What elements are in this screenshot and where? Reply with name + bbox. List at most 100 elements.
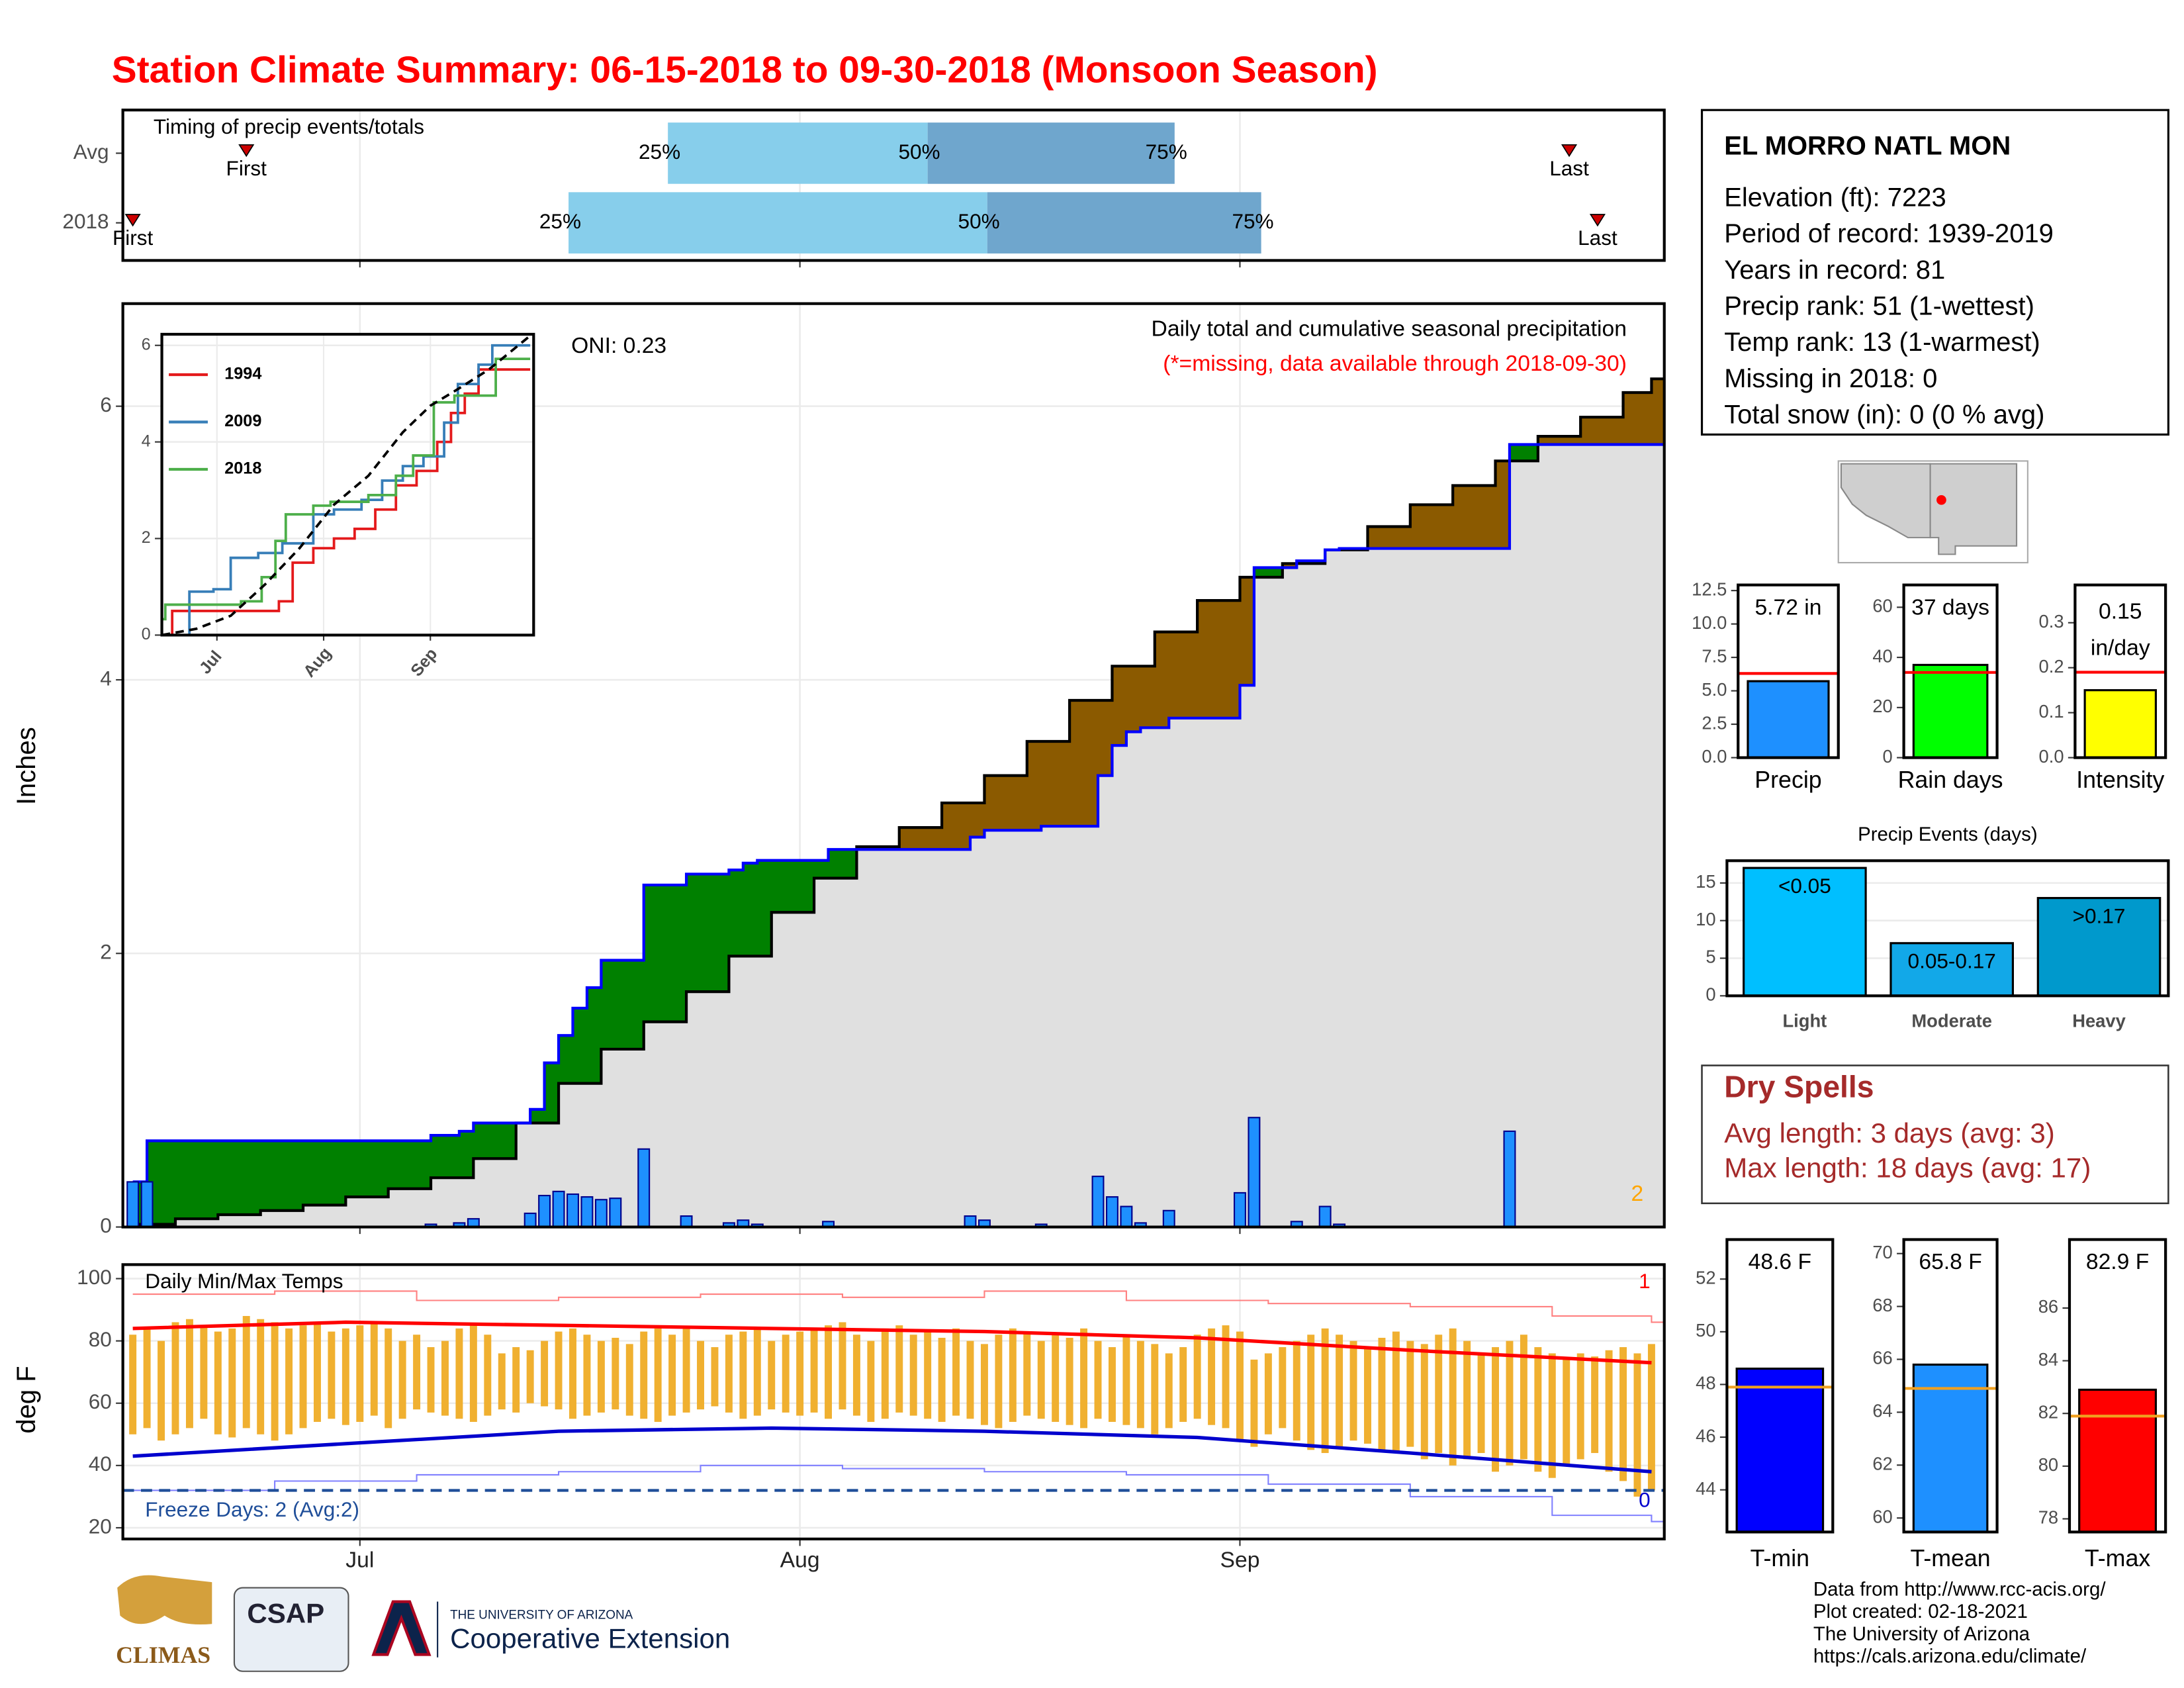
temp-range-bar (966, 1340, 974, 1419)
temp-range-bar (1449, 1328, 1457, 1466)
temp-range-bar (1435, 1335, 1443, 1454)
timing-bar (927, 122, 1175, 184)
temp-range-bar (1094, 1340, 1102, 1419)
y-tick-label: 0.0 (1702, 746, 1727, 767)
temp-range-bar (839, 1322, 846, 1410)
station-line: Temp rank: 13 (1-warmest) (1724, 328, 2040, 357)
temp-range-bar (825, 1325, 833, 1419)
temp-range-bar (895, 1325, 903, 1413)
average-line (161, 334, 531, 637)
y-tick-label: 80 (89, 1327, 112, 1351)
y-tick-label: 2.5 (1702, 712, 1727, 733)
y-axis-label: deg F (12, 1366, 41, 1433)
min-note: 0 (1639, 1487, 1651, 1511)
oni-annotation: ONI: 0.23 (571, 334, 666, 358)
footer-line: Data from http://www.rcc-acis.org/ (1813, 1579, 2106, 1601)
plot-border (160, 332, 535, 637)
temp-range-bar (1506, 1340, 1514, 1466)
temp-range-bar (1080, 1328, 1088, 1429)
event-marker (238, 144, 255, 158)
percentile-label: 25% (539, 209, 581, 233)
threshold-label: <0.05 (1778, 874, 1831, 898)
y-tick-label: 0.0 (2039, 746, 2064, 767)
y-tick-label: 4 (100, 666, 112, 690)
temp-range-bar (242, 1316, 250, 1429)
temp-range-bar (739, 1331, 747, 1419)
temp-range-bar (299, 1325, 307, 1429)
y-tick-label: 68 (1872, 1295, 1892, 1315)
station-line: Period of record: 1939-2019 (1724, 219, 2054, 248)
temp-range-bar (569, 1328, 576, 1419)
event-label: First (113, 226, 154, 250)
daily-bar (1318, 1205, 1332, 1228)
climas-logo (117, 1575, 212, 1625)
temp-range-bar (271, 1322, 279, 1441)
legend-label: 2018 (224, 459, 261, 478)
temp-range-bar (341, 1328, 349, 1425)
series-line (161, 368, 531, 637)
y-tick-label: 46 (1696, 1425, 1715, 1446)
temp-range-bar (1208, 1328, 1216, 1425)
event-label: First (226, 156, 267, 180)
temp-range-bar (1364, 1347, 1371, 1444)
gauge-bar (1735, 1367, 1825, 1533)
threshold-label: >0.17 (2073, 904, 2126, 927)
temp-range-bar (1420, 1344, 1428, 1460)
legend-label: 2009 (224, 412, 261, 430)
panel-title: Timing of precip events/totals (154, 115, 424, 138)
temp-range-bar (541, 1340, 549, 1407)
y-axis-label: Inches (12, 727, 41, 805)
panel-title: Daily Min/Max Temps (145, 1269, 343, 1293)
category-label: Intensity (2076, 767, 2164, 793)
temp-range-bar (484, 1335, 492, 1416)
temp-range-bar (1165, 1353, 1173, 1429)
station-name: EL MORRO NATL MON (1724, 132, 2011, 161)
temp-range-bar (512, 1347, 520, 1413)
temp-range-bar (1037, 1340, 1045, 1419)
university-text: THE UNIVERSITY OF ARIZONA (450, 1609, 633, 1622)
temp-range-bar (1264, 1353, 1272, 1434)
temp-range-bar (1477, 1353, 1485, 1454)
y-tick-label: Avg (73, 140, 109, 164)
value-label: 37 days (1911, 595, 1989, 620)
temp-range-bar (1492, 1347, 1499, 1472)
logos: CLIMAS CSAP THE UNIVERSITY OF ARIZONA Co… (116, 1575, 730, 1672)
y-tick-label: 52 (1696, 1267, 1715, 1288)
dry-spells-title: Dry Spells (1724, 1070, 1874, 1104)
x-tick-label: Aug (780, 1548, 820, 1572)
chart-title: Daily total and cumulative seasonal prec… (1152, 317, 1627, 342)
y-tick-label: 20 (1872, 696, 1892, 716)
y-tick-label: 0.3 (2039, 611, 2064, 632)
temp-range-bar (143, 1328, 151, 1429)
map-station-dot (1936, 494, 1946, 505)
temp-range-bar (398, 1340, 406, 1419)
y-tick-label: 62 (1872, 1454, 1892, 1474)
temp-range-bar (1647, 1344, 1655, 1491)
temp-range-bar (668, 1335, 676, 1416)
percentile-label: 75% (1232, 209, 1273, 233)
temp-range-bar (158, 1340, 165, 1441)
plot-border (2068, 1238, 2167, 1534)
y-tick-label: 0.2 (2039, 656, 2064, 677)
temp-range-bar (583, 1335, 591, 1416)
y-tick-label: 40 (1872, 645, 1892, 666)
temp-range-bar (867, 1340, 875, 1422)
temp-range-bar (938, 1337, 946, 1422)
temp-range-bar (682, 1328, 690, 1413)
csap-logo (233, 1587, 349, 1672)
temp-range-bar (413, 1335, 421, 1410)
event-label: Last (1549, 156, 1589, 180)
x-tick-label: Jul (345, 1548, 374, 1572)
timing-bar (987, 192, 1261, 254)
y-tick-label: 6 (100, 393, 112, 416)
daily-bar (1091, 1176, 1105, 1228)
temp-range-bar (285, 1328, 293, 1434)
daily-bar (680, 1215, 693, 1228)
temp-range-bar (498, 1353, 506, 1410)
event-marker (1561, 144, 1578, 158)
temp-range-bar (768, 1340, 776, 1410)
temp-range-bar (313, 1322, 321, 1422)
y-tick-label: 80 (2038, 1454, 2058, 1475)
y-tick-label: 2018 (62, 209, 109, 233)
temp-range-bar (185, 1319, 193, 1429)
